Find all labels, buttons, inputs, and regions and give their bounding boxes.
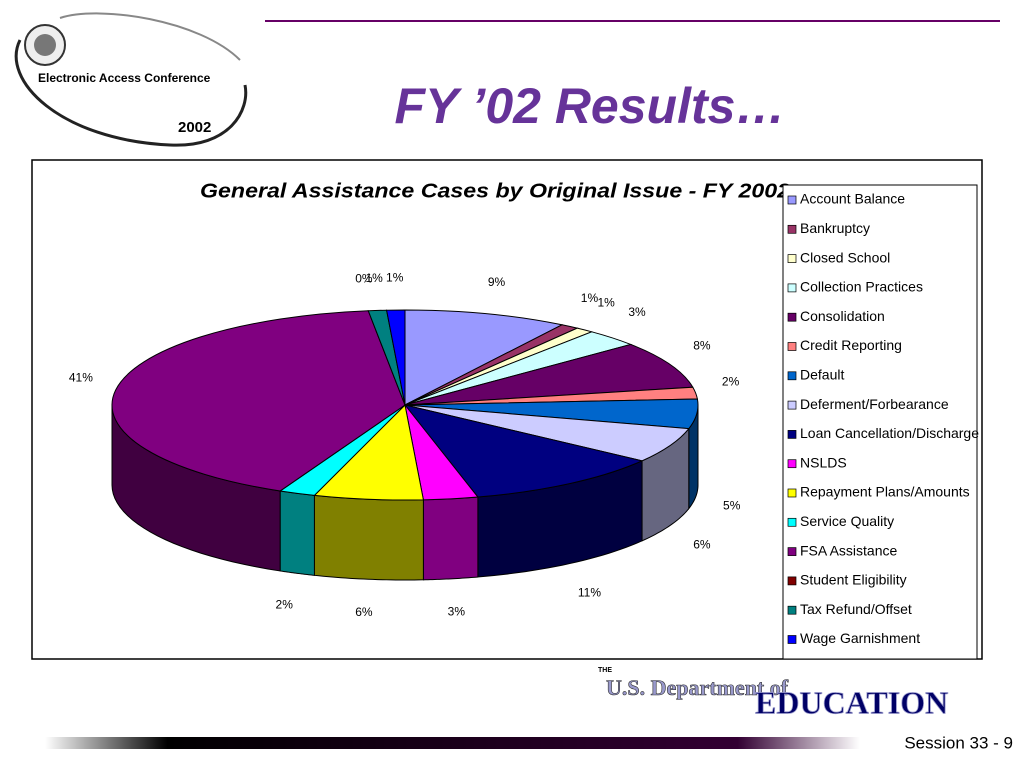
legend-swatch bbox=[787, 459, 797, 469]
legend-label: Tax Refund/Offset bbox=[800, 601, 912, 617]
footer-bar bbox=[45, 737, 860, 749]
data-label: 5% bbox=[723, 498, 741, 512]
legend-label: Student Eligibility bbox=[800, 572, 907, 588]
data-label: 41% bbox=[69, 371, 93, 385]
legend-box bbox=[782, 184, 978, 660]
data-label: 1% bbox=[597, 295, 615, 309]
legend-swatch bbox=[787, 283, 797, 293]
logo-text: Electronic Access Conference bbox=[38, 71, 211, 85]
legend-swatch bbox=[787, 488, 797, 498]
data-label: 8% bbox=[693, 339, 711, 353]
legend-label: Closed School bbox=[800, 249, 890, 265]
legend-label: Deferment/Forbearance bbox=[800, 396, 949, 412]
slide-title: FY ’02 Results… bbox=[395, 78, 786, 134]
legend-swatch bbox=[787, 576, 797, 586]
slice bbox=[403, 404, 644, 498]
legend-label: Loan Cancellation/Discharge bbox=[800, 425, 979, 441]
legend-swatch bbox=[787, 605, 797, 615]
chart-title: General Assistance Cases by Original Iss… bbox=[200, 180, 790, 202]
legend-swatch bbox=[787, 224, 797, 234]
legend-label: Default bbox=[800, 367, 844, 383]
data-label: 1% bbox=[365, 271, 383, 285]
legend-swatch bbox=[787, 342, 797, 351]
footer-name: EDUCATION bbox=[755, 684, 948, 720]
session-label: Session 33 - 9 bbox=[904, 733, 1013, 752]
data-label: 2% bbox=[722, 374, 740, 388]
legend-swatch bbox=[787, 400, 797, 410]
slice bbox=[404, 309, 564, 406]
slice-side bbox=[313, 494, 424, 581]
legend-label: Collection Practices bbox=[800, 279, 923, 295]
legend-swatch bbox=[787, 547, 797, 556]
slice bbox=[385, 309, 406, 406]
legend-swatch bbox=[787, 430, 797, 439]
legend-swatch bbox=[787, 635, 797, 644]
data-label: 6% bbox=[693, 538, 711, 552]
legend-label: Account Balance bbox=[800, 191, 905, 207]
legend-label: NSLDS bbox=[800, 454, 847, 470]
legend-label: Bankruptcy bbox=[800, 220, 870, 236]
slice-side bbox=[279, 490, 315, 576]
legend-label: Service Quality bbox=[800, 513, 894, 529]
slice bbox=[111, 310, 406, 492]
legend-swatch bbox=[787, 195, 797, 205]
data-label: 0% bbox=[355, 271, 373, 285]
legend-label: FSA Assistance bbox=[800, 542, 897, 558]
logo: Electronic Access Conference 2002 bbox=[14, 12, 248, 147]
legend-label: Repayment Plans/Amounts bbox=[800, 484, 970, 500]
data-label: 1% bbox=[386, 270, 404, 284]
data-label: 3% bbox=[628, 305, 646, 319]
logo-year: 2002 bbox=[178, 119, 211, 136]
legend-swatch bbox=[787, 312, 797, 322]
legend-swatch bbox=[787, 371, 797, 381]
data-label: 6% bbox=[355, 605, 373, 619]
footer-dept: U.S. Department of bbox=[606, 675, 789, 700]
footer-small: THE bbox=[598, 667, 612, 674]
legend-label: Wage Garnishment bbox=[800, 630, 920, 646]
legend-swatch bbox=[787, 254, 797, 263]
slice-side bbox=[422, 496, 479, 581]
legend-label: Consolidation bbox=[800, 308, 885, 324]
slice bbox=[404, 343, 694, 406]
data-label: 3% bbox=[448, 604, 466, 618]
data-label: 1% bbox=[581, 291, 599, 305]
data-label: 2% bbox=[276, 598, 294, 612]
legend-swatch bbox=[787, 517, 797, 527]
data-label: 11% bbox=[578, 585, 601, 599]
data-label: 9% bbox=[488, 275, 506, 289]
legend-label: Credit Reporting bbox=[800, 337, 902, 353]
